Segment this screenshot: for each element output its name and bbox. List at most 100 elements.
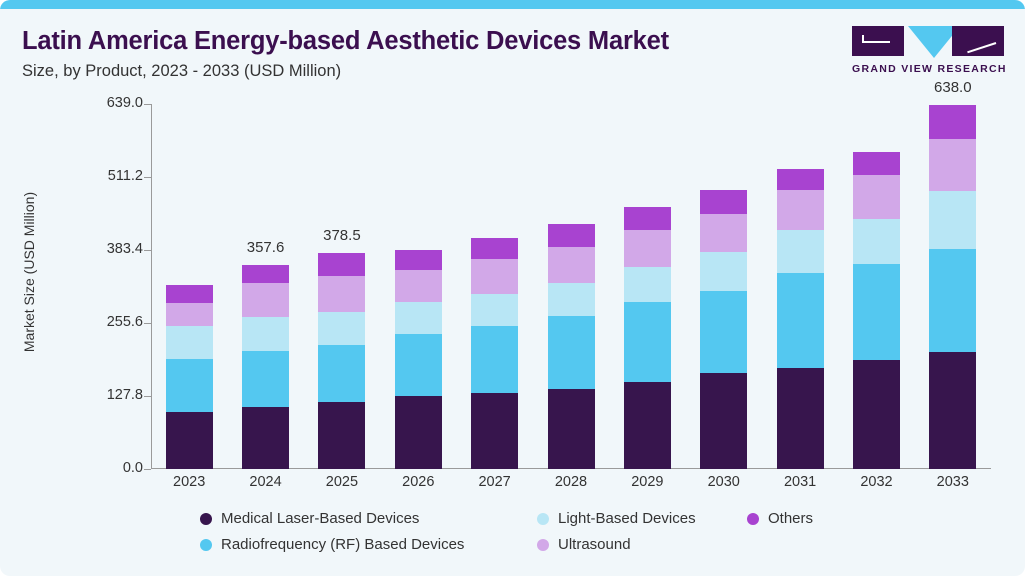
bar-segment bbox=[929, 248, 977, 352]
legend-swatch-icon bbox=[747, 512, 759, 525]
legend-item[interactable]: Radiofrequency (RF) Based Devices bbox=[200, 536, 464, 553]
legend-item[interactable]: Medical Laser-Based Devices bbox=[200, 510, 419, 527]
bar-segment bbox=[165, 285, 213, 304]
legend-item[interactable]: Light-Based Devices bbox=[537, 510, 696, 527]
y-axis-tick bbox=[144, 395, 151, 397]
chart-legend: Medical Laser-Based Devices Radiofrequenc… bbox=[200, 510, 860, 566]
bar-segment bbox=[623, 206, 671, 230]
bar-segment bbox=[852, 174, 900, 219]
legend-label: Radiofrequency (RF) Based Devices bbox=[221, 536, 465, 553]
bar-stack bbox=[929, 104, 977, 469]
y-axis-tick bbox=[144, 176, 151, 178]
bar-stack bbox=[852, 152, 900, 469]
legend-label: Others bbox=[768, 510, 814, 527]
bar-stack bbox=[471, 238, 519, 469]
x-axis-tick-label: 2031 bbox=[783, 474, 817, 490]
bar-segment bbox=[394, 270, 442, 303]
plot-area bbox=[151, 104, 991, 469]
x-axis-tick-label: 2032 bbox=[860, 474, 893, 490]
logo-rect-right-icon bbox=[952, 26, 1004, 56]
x-axis-tick-label: 2029 bbox=[631, 474, 664, 490]
bar-segment bbox=[700, 373, 748, 469]
x-axis-tick-label: 2025 bbox=[325, 474, 359, 490]
bar-stack bbox=[547, 223, 595, 469]
bar-segment bbox=[242, 282, 290, 318]
logo-left-horizontal-line bbox=[862, 41, 890, 43]
bar-segment bbox=[623, 266, 671, 303]
bar-segment bbox=[242, 407, 290, 469]
bar-segment bbox=[776, 190, 824, 231]
bar-segment bbox=[394, 250, 442, 271]
bar-segment bbox=[471, 238, 519, 260]
x-axis-tick-label: 2027 bbox=[478, 474, 511, 490]
bar-stack bbox=[623, 206, 671, 469]
bar-segment bbox=[165, 411, 213, 469]
bar-segment bbox=[394, 334, 442, 396]
y-axis-label: Market Size (USD Million) bbox=[21, 191, 37, 353]
bar-segment bbox=[776, 169, 824, 191]
legend-label: Ultrasound bbox=[558, 536, 631, 553]
bar-segment bbox=[700, 189, 748, 214]
y-axis-tick-label: 255.6 bbox=[106, 314, 143, 330]
logo-right-diagonal-line bbox=[967, 42, 997, 54]
bar-segment bbox=[318, 345, 366, 403]
bar-stack bbox=[394, 250, 442, 469]
bar-segment bbox=[623, 229, 671, 267]
bar-segment bbox=[852, 218, 900, 264]
bar-segment bbox=[318, 275, 366, 312]
y-axis-tick-label: 639.0 bbox=[106, 95, 143, 111]
legend-swatch-icon bbox=[537, 538, 549, 551]
logo-rect-left-icon bbox=[852, 26, 904, 56]
y-axis-tick-label: 383.4 bbox=[106, 241, 143, 257]
bar-stack bbox=[318, 253, 366, 469]
logo-triangle-icon bbox=[908, 26, 960, 58]
bar-segment bbox=[547, 389, 595, 469]
bar-segment bbox=[242, 264, 290, 283]
bar-segment bbox=[776, 230, 824, 274]
x-axis-tick-label: 2023 bbox=[173, 474, 206, 490]
legend-item[interactable]: Others bbox=[747, 510, 813, 527]
logo-left-vertical-line bbox=[862, 35, 864, 43]
legend-swatch-icon bbox=[200, 538, 212, 551]
bar-segment bbox=[471, 325, 519, 394]
bar-segment bbox=[547, 315, 595, 390]
y-axis-tick bbox=[144, 103, 151, 105]
bar-segment bbox=[929, 351, 977, 469]
bar-stack bbox=[242, 264, 290, 469]
y-axis-line bbox=[151, 104, 152, 469]
y-axis-tick bbox=[144, 249, 151, 251]
bar-segment bbox=[929, 138, 977, 191]
bar-segment bbox=[852, 359, 900, 469]
bar-segment bbox=[394, 302, 442, 335]
x-axis-tick-label: 2030 bbox=[707, 474, 740, 490]
bar-segment bbox=[700, 290, 748, 374]
bar-segment bbox=[852, 152, 900, 175]
bar-segment bbox=[776, 273, 824, 369]
logo-wordmark: GRAND VIEW RESEARCH bbox=[852, 63, 1007, 75]
bar-segment bbox=[471, 393, 519, 469]
bar-stack bbox=[776, 169, 824, 469]
bar-segment bbox=[242, 317, 290, 352]
x-axis-tick-label: 2033 bbox=[936, 474, 969, 490]
bar-segment bbox=[852, 263, 900, 360]
bar-segment bbox=[700, 251, 748, 291]
bar-segment bbox=[776, 368, 824, 469]
y-axis-tick-label: 511.2 bbox=[107, 168, 143, 184]
bar-segment bbox=[242, 351, 290, 408]
bar-segment bbox=[318, 311, 366, 346]
bar-segment bbox=[471, 259, 519, 294]
bar-segment bbox=[394, 396, 442, 469]
bar-segment bbox=[318, 253, 366, 276]
bar-value-label: 378.5 bbox=[323, 227, 361, 245]
bar-segment bbox=[929, 104, 977, 139]
legend-label: Light-Based Devices bbox=[558, 510, 696, 527]
bar-segment bbox=[623, 382, 671, 469]
page-title: Latin America Energy-based Aesthetic Dev… bbox=[22, 27, 669, 55]
legend-swatch-icon bbox=[537, 512, 549, 525]
bar-segment bbox=[547, 223, 595, 247]
bar-segment bbox=[623, 302, 671, 383]
page-subtitle: Size, by Product, 2023 - 2033 (USD Milli… bbox=[22, 62, 342, 80]
legend-item[interactable]: Ultrasound bbox=[537, 536, 631, 553]
bar-segment bbox=[700, 213, 748, 252]
